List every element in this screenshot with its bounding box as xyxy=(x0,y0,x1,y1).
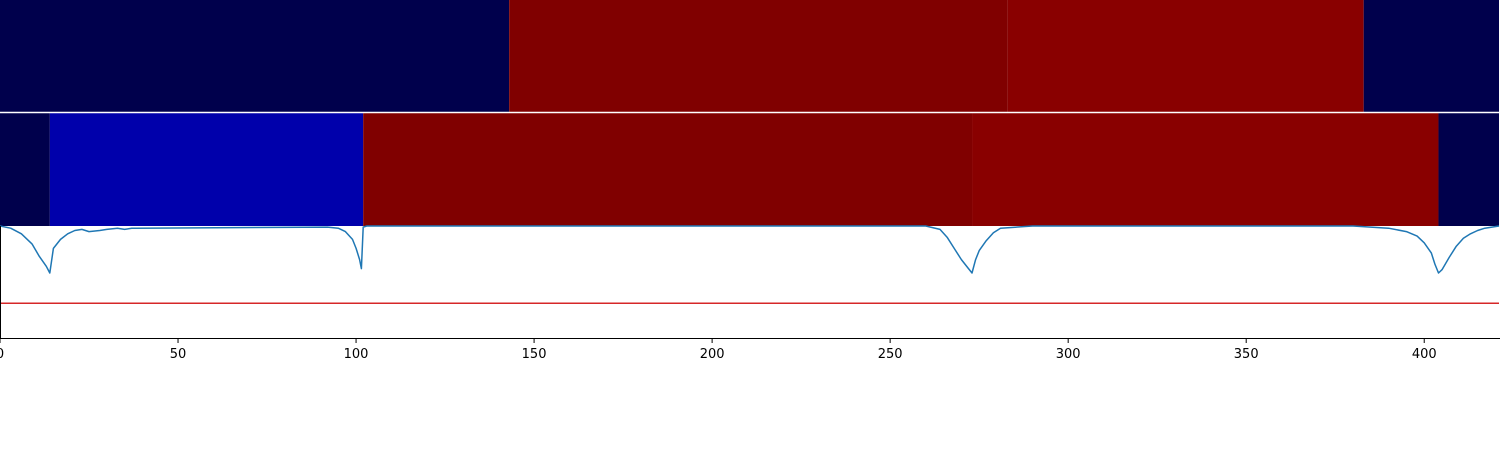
middle-heatmap-panel xyxy=(0,111,1500,226)
top-heatmap-segment-1 xyxy=(509,0,1008,112)
series-line xyxy=(0,225,1500,274)
middle-heatmap-segment-1 xyxy=(49,113,364,226)
x-tick-label: 350 xyxy=(1234,347,1259,362)
x-tick-label: 400 xyxy=(1412,347,1437,362)
top-heatmap-segment-3 xyxy=(1363,0,1499,112)
top-heatmap-panel xyxy=(0,0,1499,112)
middle-heatmap-segment-0 xyxy=(0,113,50,226)
x-tick-label: 0 xyxy=(0,347,4,362)
plot-area xyxy=(0,226,1500,338)
middle-heatmap-segment-4 xyxy=(1438,113,1499,226)
bottom-line-panel xyxy=(0,225,1500,338)
x-tick-label: 50 xyxy=(170,347,187,362)
x-tick-label: 200 xyxy=(700,347,725,362)
middle-heatmap-segment-2 xyxy=(363,113,973,226)
x-tick-label: 250 xyxy=(878,347,903,362)
top-heatmap-segment-2 xyxy=(1007,0,1364,112)
x-axis: 0 50 100 150 200 250 300 350 400 xyxy=(0,338,1500,362)
x-tick-label: 300 xyxy=(1056,347,1081,362)
middle-heatmap-segment-3 xyxy=(972,113,1439,226)
x-tick-label: 150 xyxy=(522,347,547,362)
x-tick-label: 100 xyxy=(344,347,369,362)
top-heatmap-segment-0 xyxy=(0,0,510,112)
